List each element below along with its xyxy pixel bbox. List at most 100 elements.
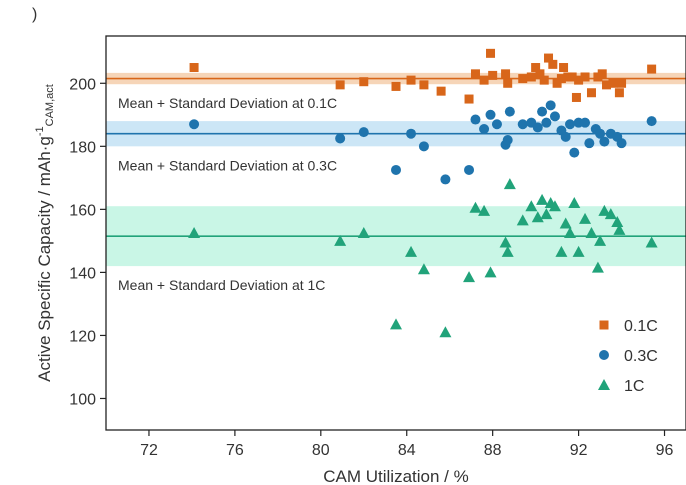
- legend-marker-03C: [599, 350, 609, 360]
- point-01C: [518, 74, 528, 84]
- point-1C: [469, 201, 482, 213]
- point-01C: [189, 63, 199, 73]
- band-labels: Mean + Standard Deviation at 0.1C Mean + …: [118, 95, 337, 293]
- legend-label-03C: 0.3C: [624, 348, 658, 365]
- point-03C: [584, 138, 595, 149]
- legend-label-01C: 0.1C: [624, 318, 658, 335]
- x-tick-label: 76: [226, 442, 244, 459]
- point-03C: [406, 128, 417, 139]
- band-label-03C: Mean + Standard Deviation at 0.3C: [118, 157, 337, 173]
- point-1C: [478, 204, 491, 216]
- point-01C: [548, 59, 558, 69]
- x-tick-label: 88: [484, 442, 502, 459]
- point-1C: [579, 212, 592, 224]
- point-1C: [568, 197, 581, 209]
- x-axis-label: CAM Utilization / %: [323, 467, 468, 485]
- point-03C: [545, 100, 556, 111]
- x-tick-label: 80: [312, 442, 330, 459]
- point-1C: [613, 223, 626, 235]
- legend: 0.1C 0.3C 1C: [598, 318, 658, 395]
- legend-label-1C: 1C: [624, 378, 644, 395]
- point-1C: [611, 215, 624, 227]
- band-label-1C: Mean + Standard Deviation at 1C: [118, 277, 325, 293]
- point-01C: [608, 78, 618, 88]
- point-1C: [499, 236, 512, 248]
- point-1C: [591, 261, 604, 273]
- point-03C: [580, 117, 591, 128]
- point-1C: [405, 245, 418, 257]
- series-1C: [188, 178, 658, 338]
- point-03C: [599, 136, 610, 147]
- point-01C: [464, 94, 474, 104]
- point-1C: [594, 234, 607, 246]
- point-1C: [540, 208, 553, 220]
- point-03C: [504, 106, 515, 117]
- point-1C: [604, 208, 617, 220]
- point-1C: [417, 263, 430, 275]
- point-03C: [485, 109, 496, 120]
- point-1C: [555, 245, 568, 257]
- point-01C: [531, 63, 541, 73]
- point-03C: [491, 119, 502, 130]
- point-01C: [486, 48, 496, 58]
- point-1C: [559, 217, 572, 229]
- point-01C: [479, 75, 489, 85]
- point-01C: [556, 74, 566, 84]
- point-03C: [335, 133, 346, 144]
- series-03C: [189, 100, 657, 185]
- y-tick-label: 100: [69, 391, 96, 408]
- point-1C: [645, 236, 658, 248]
- point-1C: [525, 200, 538, 212]
- point-01C: [567, 72, 577, 82]
- point-01C: [436, 86, 446, 96]
- y-tick-label: 120: [69, 328, 96, 345]
- point-1C: [572, 245, 585, 257]
- point-01C: [544, 53, 554, 63]
- point-01C: [501, 69, 511, 79]
- point-01C: [617, 78, 627, 88]
- x-tick-label: 72: [140, 442, 158, 459]
- point-03C: [532, 122, 543, 133]
- point-03C: [479, 123, 490, 134]
- point-1C: [501, 245, 514, 257]
- x-tick-label: 96: [656, 442, 674, 459]
- point-03C: [646, 116, 657, 127]
- point-01C: [580, 72, 590, 82]
- point-1C: [390, 318, 402, 330]
- point-01C: [571, 92, 581, 102]
- point-1C: [503, 178, 516, 190]
- point-1C: [463, 271, 476, 283]
- point-1C: [334, 234, 347, 246]
- series-01C: [189, 48, 657, 104]
- point-03C: [189, 119, 200, 130]
- legend-marker-01C: [599, 320, 609, 330]
- point-01C: [647, 64, 657, 74]
- x-tick-label: 92: [570, 442, 588, 459]
- panel-label: ): [32, 6, 37, 23]
- point-01C: [597, 69, 607, 79]
- point-01C: [503, 78, 513, 88]
- point-01C: [359, 77, 369, 87]
- point-03C: [541, 117, 552, 128]
- point-1C: [188, 227, 201, 238]
- point-03C: [391, 164, 401, 175]
- point-1C: [585, 227, 598, 238]
- point-01C: [552, 78, 562, 88]
- point-03C: [537, 106, 548, 117]
- point-03C: [560, 131, 571, 142]
- point-03C: [569, 147, 580, 158]
- point-1C: [516, 214, 529, 226]
- point-03C: [565, 119, 575, 130]
- point-01C: [614, 88, 624, 98]
- point-1C: [439, 326, 452, 338]
- point-03C: [616, 138, 627, 149]
- point-03C: [418, 141, 429, 152]
- point-01C: [488, 70, 498, 80]
- point-1C: [536, 193, 549, 205]
- y-tick-label: 200: [69, 76, 96, 93]
- y-axis-label-sup: -1: [34, 126, 46, 136]
- point-01C: [335, 80, 345, 90]
- plot-frame: [105, 35, 686, 431]
- point-01C: [391, 81, 401, 91]
